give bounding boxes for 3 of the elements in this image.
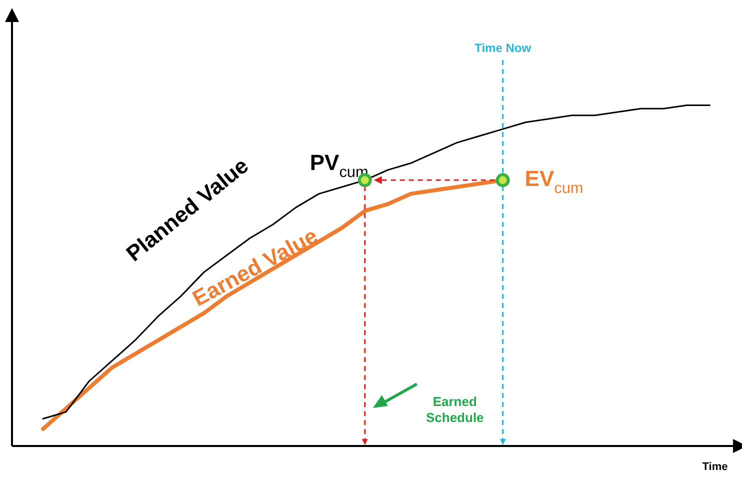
- annotation: Earned Schedule: [426, 394, 484, 425]
- x-axis-title: Time: [702, 461, 728, 473]
- text: Time Now: [474, 41, 532, 55]
